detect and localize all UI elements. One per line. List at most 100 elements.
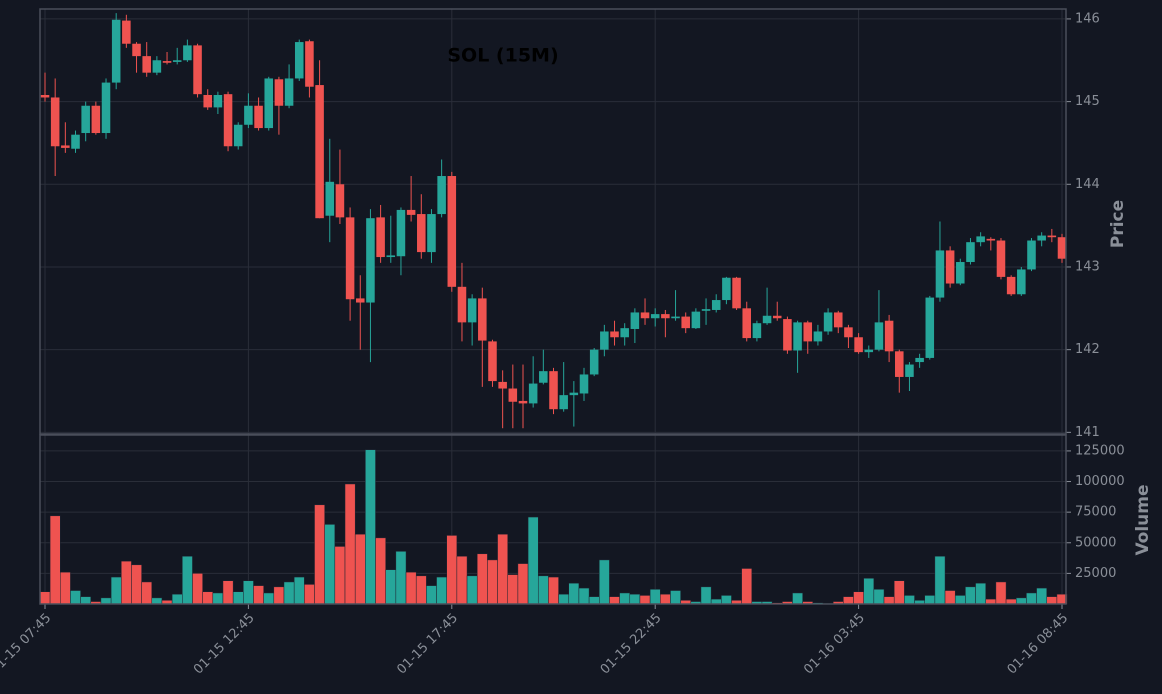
y-axis-label: Price [1108,200,1128,248]
volume-tick-label: 75000 [1075,505,1116,520]
candle-body [142,56,151,73]
candle-body [71,134,80,149]
candle-body [101,82,111,134]
candle-body [91,105,101,134]
volume-bar [60,571,71,605]
volume-bar [151,597,163,605]
candle-body [996,240,1006,277]
candle-body [264,78,274,129]
volume-bar [202,591,214,605]
volume-bar [863,578,875,605]
volume-bar [1036,587,1047,605]
candle-body [305,41,314,87]
volume-bar [629,593,641,605]
volume-bar [893,580,905,605]
candle-body [589,349,599,375]
candle-body [162,61,172,63]
volume-bar [599,559,610,605]
volume-panel [39,434,1067,605]
candle-body [254,105,263,129]
volume-bar [446,535,458,605]
candle-body [213,94,223,108]
candle-body [701,309,711,311]
candle-body [640,312,650,319]
volume-bar [49,515,61,605]
candle-body [40,94,50,98]
chart-title: SOL (15M) [447,45,558,67]
candle-body [783,319,792,351]
volume-bar [548,576,559,605]
volume-bar [314,504,325,605]
volume-bar [253,585,264,605]
candle-body [722,277,731,301]
candle-body [437,176,446,215]
volume-bar [700,586,712,605]
candle-body [925,297,935,358]
volume-bar [853,591,864,605]
volume-bar [222,580,234,605]
candle-body [742,308,752,339]
candle-body [132,43,141,57]
volume-tick-label: 125000 [1075,443,1125,458]
volume-bar [568,582,580,605]
volume-bar [466,575,478,605]
volume-bar [944,590,956,605]
candle-body [427,214,436,253]
y-tick-label: 145 [1075,94,1100,109]
candle-body [457,286,467,323]
candle-body [152,60,162,73]
candle-body [478,298,487,341]
candle-body [956,262,965,284]
volume-bar [527,516,539,605]
candle-body [1057,237,1067,259]
candle-body [915,357,924,363]
volume-bar [334,546,346,605]
candle-body [905,364,914,377]
candle-body [650,314,660,319]
candle-body [488,341,497,382]
volume-bar [965,586,976,605]
volume-bar [649,589,661,605]
price-panel [39,8,1067,435]
volume-bar [192,573,203,605]
candle-body [284,78,294,106]
volume-bar [537,575,549,605]
volume-bar [385,569,397,605]
candle-body [539,371,548,383]
candle-body [854,337,863,353]
volume-bar [324,524,336,605]
volume-bar [619,592,631,605]
volume-bar [182,555,193,605]
volume-tick-label: 100000 [1075,474,1125,489]
candle-body [762,315,772,324]
volume-bar [283,581,295,605]
volume-bar [293,576,305,605]
candle-body [895,351,904,377]
candle-body [772,315,782,319]
candle-body [793,322,802,351]
y-tick-label: 141 [1075,425,1100,440]
volume-bar [426,585,437,605]
volume-bar [904,595,915,605]
candle-body [376,217,385,258]
candle-body [874,322,884,350]
candle-body [508,388,518,402]
volume-bar [497,533,508,605]
candle-body [498,381,507,389]
candle-body [569,392,579,396]
volume-bar [924,595,936,605]
candle-body [50,97,60,147]
candle-body [1006,276,1016,295]
volume-bar [365,449,376,605]
volume-bar [1026,592,1037,605]
candle-body [711,300,721,310]
candle-body [945,250,955,284]
candle-body [884,320,894,352]
volume-bar [670,590,681,605]
volume-bar [975,582,986,605]
volume-bar [558,593,570,605]
candle-body [447,176,457,287]
volume-bar [121,560,132,605]
y-tick-label: 144 [1075,177,1100,192]
